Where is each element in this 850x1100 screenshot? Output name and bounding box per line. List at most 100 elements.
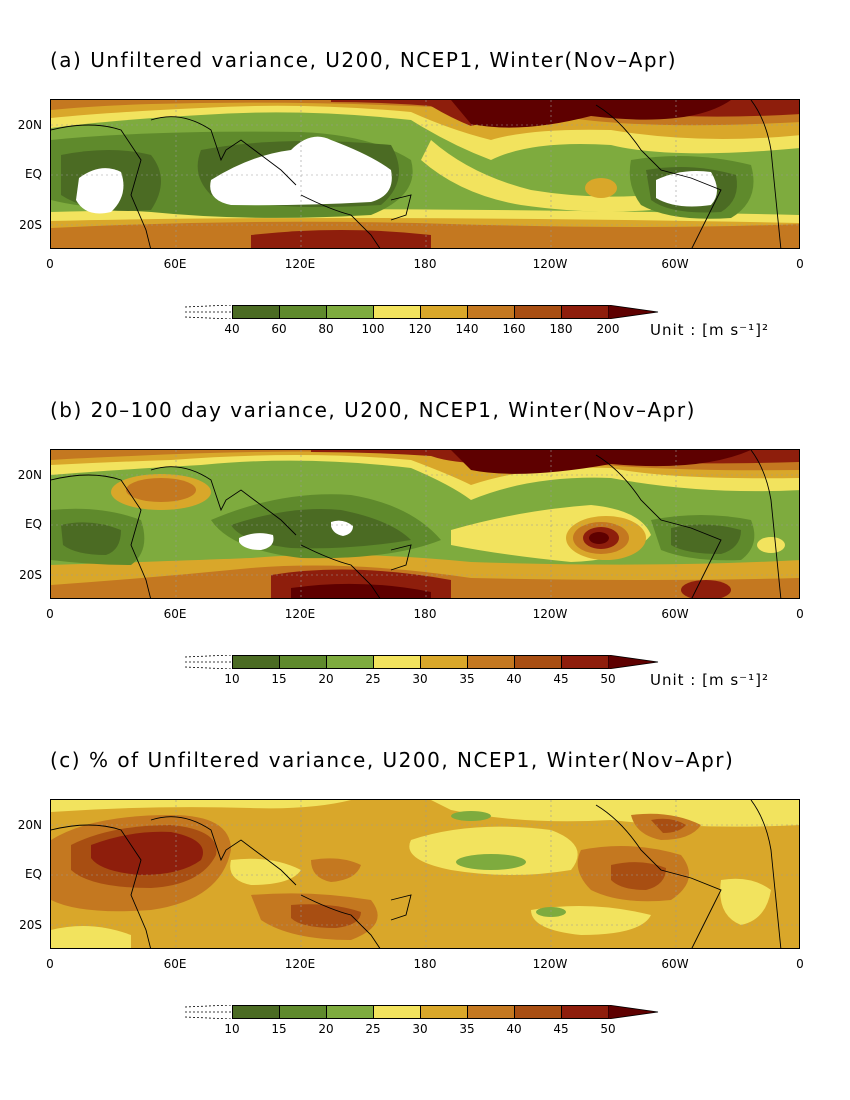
panel-b-colorbar-tick-6: 35 bbox=[459, 672, 475, 686]
panel-c-lon-60w: 60W bbox=[661, 957, 689, 971]
panel-c-lat-20n: 20N bbox=[17, 818, 42, 832]
panel-a-title: (a) Unfiltered variance, U200, NCEP1, Wi… bbox=[50, 48, 678, 72]
panel-b-title: (b) 20–100 day variance, U200, NCEP1, Wi… bbox=[50, 398, 696, 422]
panel-b-lon-60w: 60W bbox=[661, 607, 689, 621]
panel-b-colorbar-tick-3: 20 bbox=[318, 672, 334, 686]
panel-c-colorbar-box-1 bbox=[232, 1005, 280, 1019]
panel-c-lon-60e: 60E bbox=[163, 957, 187, 971]
panel-c-colorbar-box-6 bbox=[467, 1005, 515, 1019]
panel-a-colorbar-box-1 bbox=[232, 305, 280, 319]
panel-b-lat-eq: EQ bbox=[24, 517, 42, 531]
panel-a-colorbar-tick-6: 140 bbox=[455, 322, 479, 336]
panel-b-colorbar-tick-9: 50 bbox=[600, 672, 616, 686]
panel-c-colorbar-tick-1: 10 bbox=[224, 1022, 240, 1036]
panel-b-colorbar-tick-1: 10 bbox=[224, 672, 240, 686]
panel-b-contour-field bbox=[51, 450, 799, 598]
panel-a-colorbar-box-2 bbox=[279, 305, 327, 319]
panel-c-contour-field bbox=[51, 800, 799, 948]
panel-c-title: (c) % of Unfiltered variance, U200, NCEP… bbox=[50, 748, 735, 772]
panel-b-colorbar: 10 15 20 25 30 35 40 45 50 bbox=[185, 655, 785, 686]
panel-b-colorbar-tick-7: 40 bbox=[506, 672, 522, 686]
panel-a-lon-0-end: 0 bbox=[796, 257, 804, 271]
panel-c-colorbar-box-4 bbox=[373, 1005, 421, 1019]
panel-a-colorbar-box-7 bbox=[514, 305, 562, 319]
panel-c-colorbar-box-8 bbox=[561, 1005, 609, 1019]
panel-b-colorbar-high-end bbox=[608, 655, 659, 669]
panel-b-colorbar-tick-8: 45 bbox=[553, 672, 569, 686]
panel-a-lon-180: 180 bbox=[413, 257, 437, 271]
panel-c-colorbar-box-7 bbox=[514, 1005, 562, 1019]
panel-a-colorbar-tick-2: 60 bbox=[271, 322, 287, 336]
panel-a-lon-60w: 60W bbox=[661, 257, 689, 271]
panel-c-lon-0-end: 0 bbox=[796, 957, 804, 971]
panel-b-colorbar-box-7 bbox=[514, 655, 562, 669]
panel-c-colorbar-tick-7: 40 bbox=[506, 1022, 522, 1036]
panel-a-colorbar-box-8 bbox=[561, 305, 609, 319]
panel-b-colorbar-box-8 bbox=[561, 655, 609, 669]
panel-b-lon-60e: 60E bbox=[163, 607, 187, 621]
panel-b-lon-120w: 120W bbox=[532, 607, 568, 621]
panel-c-colorbar-tick-9: 50 bbox=[600, 1022, 616, 1036]
panel-a-colorbar-tick-8: 180 bbox=[549, 322, 573, 336]
panel-a-colorbar-box-3 bbox=[326, 305, 374, 319]
panel-b-lon-0: 0 bbox=[46, 607, 54, 621]
panel-a-contour-field bbox=[51, 100, 799, 248]
panel-b-lat-20n: 20N bbox=[17, 468, 42, 482]
panel-a-lat-20n: 20N bbox=[17, 118, 42, 132]
panel-a-colorbar-tick-9: 200 bbox=[596, 322, 620, 336]
panel-c-lon-180: 180 bbox=[413, 957, 437, 971]
panel-c-colorbar-tick-4: 25 bbox=[365, 1022, 381, 1036]
panel-b-lon-0-end: 0 bbox=[796, 607, 804, 621]
panel-a-colorbar-tick-5: 120 bbox=[408, 322, 432, 336]
panel-a-colorbar-box-4 bbox=[373, 305, 421, 319]
panel-a-colorbar-box-6 bbox=[467, 305, 515, 319]
panel-a-unit-label: Unit : [m s⁻¹]² bbox=[650, 321, 769, 339]
panel-a-lat-20s: 20S bbox=[19, 218, 42, 232]
panel-a-colorbar-tick-7: 160 bbox=[502, 322, 526, 336]
panel-a-colorbar-tick-4: 100 bbox=[361, 322, 385, 336]
panel-a-colorbar-box-5 bbox=[420, 305, 468, 319]
panel-c-lat-20s: 20S bbox=[19, 918, 42, 932]
panel-a-map bbox=[50, 99, 800, 249]
panel-b-colorbar-tick-2: 15 bbox=[271, 672, 287, 686]
panel-b-lat-20s: 20S bbox=[19, 568, 42, 582]
panel-a-colorbar-tick-1: 40 bbox=[224, 322, 240, 336]
panel-a-lon-60e: 60E bbox=[163, 257, 187, 271]
panel-c-colorbar-tick-6: 35 bbox=[459, 1022, 475, 1036]
panel-c-lon-120w: 120W bbox=[532, 957, 568, 971]
panel-b-colorbar-low-end bbox=[185, 655, 232, 669]
panel-c-lon-0: 0 bbox=[46, 957, 54, 971]
panel-c-colorbar-box-5 bbox=[420, 1005, 468, 1019]
panel-b-map bbox=[50, 449, 800, 599]
panel-a-lon-120w: 120W bbox=[532, 257, 568, 271]
panel-b-colorbar-box-3 bbox=[326, 655, 374, 669]
panel-a-lon-120e: 120E bbox=[284, 257, 316, 271]
panel-c-lat-eq: EQ bbox=[24, 867, 42, 881]
panel-c-colorbar-tick-5: 30 bbox=[412, 1022, 428, 1036]
panel-c-colorbar-tick-8: 45 bbox=[553, 1022, 569, 1036]
panel-a-colorbar: 40 60 80 100 120 140 160 180 200 bbox=[185, 305, 785, 336]
panel-c-colorbar-box-2 bbox=[279, 1005, 327, 1019]
panel-a-colorbar-low-end bbox=[185, 305, 232, 319]
panel-b-colorbar-box-5 bbox=[420, 655, 468, 669]
panel-c-colorbar-high-end bbox=[608, 1005, 659, 1019]
panel-c-lon-120e: 120E bbox=[284, 957, 316, 971]
panel-b-colorbar-tick-4: 25 bbox=[365, 672, 381, 686]
panel-c-colorbar: 10 15 20 25 30 35 40 45 50 bbox=[185, 1005, 785, 1036]
panel-c-colorbar-tick-2: 15 bbox=[271, 1022, 287, 1036]
panel-a-colorbar-tick-3: 80 bbox=[318, 322, 334, 336]
panel-b-lon-180: 180 bbox=[413, 607, 437, 621]
panel-c-map bbox=[50, 799, 800, 949]
panel-a-lon-0: 0 bbox=[46, 257, 54, 271]
panel-b-unit-label: Unit : [m s⁻¹]² bbox=[650, 671, 769, 689]
panel-b-lon-120e: 120E bbox=[284, 607, 316, 621]
panel-b-colorbar-box-4 bbox=[373, 655, 421, 669]
panel-a-colorbar-high-end bbox=[608, 305, 659, 319]
panel-b-colorbar-box-2 bbox=[279, 655, 327, 669]
panel-b-colorbar-tick-5: 30 bbox=[412, 672, 428, 686]
panel-c-colorbar-low-end bbox=[185, 1005, 232, 1019]
panel-a-lat-eq: EQ bbox=[24, 167, 42, 181]
panel-b-colorbar-box-1 bbox=[232, 655, 280, 669]
panel-b-colorbar-box-6 bbox=[467, 655, 515, 669]
panel-c-colorbar-box-3 bbox=[326, 1005, 374, 1019]
